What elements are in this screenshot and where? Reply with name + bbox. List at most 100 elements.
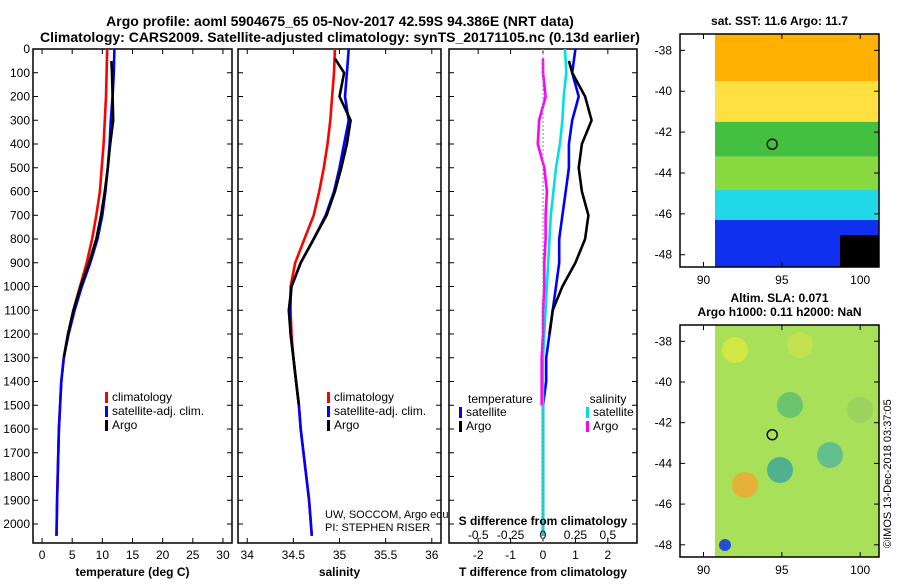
sla-anomaly-blob bbox=[767, 457, 793, 483]
x-axis-label: salinity bbox=[319, 565, 361, 579]
x-tick-label: 36 bbox=[425, 548, 439, 562]
depth-tick-label: 600 bbox=[10, 185, 30, 199]
temperature-panel: 0100200300400500600700800900100011001200… bbox=[3, 42, 233, 579]
depth-tick-label: 100 bbox=[10, 66, 30, 80]
legend-title-temperature: temperature bbox=[468, 392, 533, 406]
depth-tick-label: 900 bbox=[10, 256, 30, 270]
depth-tick-label: 1000 bbox=[3, 280, 30, 294]
map-lat-label: -48 bbox=[655, 248, 673, 262]
legend-label: satellite bbox=[466, 405, 507, 419]
map-lon-label: 95 bbox=[775, 273, 789, 287]
x-tick-label: 20 bbox=[156, 548, 170, 562]
sst-band bbox=[715, 189, 879, 220]
x-tick-label: 5 bbox=[69, 548, 76, 562]
argo-position-marker bbox=[766, 428, 778, 441]
x-axis-label: temperature (deg C) bbox=[75, 565, 189, 579]
x-tick-label: 1 bbox=[572, 548, 579, 562]
legend-swatch bbox=[105, 420, 108, 431]
top-tick-label: 0.25 bbox=[564, 528, 588, 542]
legend-swatch bbox=[105, 406, 108, 417]
map-frame bbox=[679, 33, 880, 268]
sla-anomaly-blob bbox=[732, 472, 758, 498]
map-lon-label: 90 bbox=[697, 273, 711, 287]
map-lat-label: -42 bbox=[655, 125, 673, 139]
legend-label: climatology bbox=[112, 390, 172, 404]
x-tick-label: 0 bbox=[39, 548, 46, 562]
figure-title-line1: Argo profile: aoml 5904675_65 05-Nov-201… bbox=[106, 13, 574, 29]
x-tick-label: 34 bbox=[241, 548, 255, 562]
sst-map-title: sat. SST: 11.6 Argo: 11.7 bbox=[711, 14, 848, 28]
sst-band bbox=[715, 81, 879, 122]
legend-swatch bbox=[459, 421, 462, 432]
depth-tick-label: 700 bbox=[10, 208, 30, 222]
x-axis-label: T difference from climatology bbox=[459, 565, 627, 579]
depth-tick-label: 1400 bbox=[3, 375, 30, 389]
sla-anomaly-blob bbox=[777, 392, 803, 418]
sst-map-panel: sat. SST: 11.6 Argo: 11.7 -38 -40 -42 -44 -46… bbox=[655, 14, 880, 287]
sst-cold-patch bbox=[840, 235, 879, 267]
map-lon-label: 90 bbox=[697, 563, 711, 577]
sla-background bbox=[715, 325, 879, 557]
x-tick-label: 15 bbox=[126, 548, 140, 562]
depth-tick-label: 300 bbox=[10, 113, 30, 127]
sst-band bbox=[715, 34, 879, 82]
map-lat-label: -38 bbox=[655, 334, 673, 348]
sla-map-title-line2: Argo h1000: 0.11 h2000: NaN bbox=[697, 305, 861, 319]
series-line-t-argo bbox=[548, 60, 593, 335]
series-line-s-satellite bbox=[541, 48, 568, 536]
depth-tick-label: 2000 bbox=[3, 517, 30, 531]
legend-swatch bbox=[586, 421, 589, 432]
legend-swatch bbox=[327, 420, 330, 431]
sst-band bbox=[715, 121, 879, 157]
series-line-argo bbox=[62, 60, 115, 359]
sla-map-title-line1: Altim. SLA: 0.071 bbox=[730, 291, 828, 305]
x-tick-label: 34.5 bbox=[282, 548, 306, 562]
pi-annotation: PI: STEPHEN RISER bbox=[325, 522, 430, 534]
depth-tick-label: 1600 bbox=[3, 422, 30, 436]
legend-swatch bbox=[459, 407, 462, 418]
map-lat-label: -46 bbox=[655, 207, 673, 221]
legend-label: climatology bbox=[334, 390, 394, 404]
map-lat-label: -46 bbox=[655, 497, 673, 511]
x-tick-label: -1 bbox=[505, 548, 516, 562]
sla-anomaly-blob bbox=[719, 539, 731, 551]
x-tick-label: 2 bbox=[604, 548, 611, 562]
series-line-s-argo bbox=[536, 58, 549, 406]
depth-tick-label: 800 bbox=[10, 232, 30, 246]
map-lat-label: -38 bbox=[655, 43, 673, 57]
map-lat-label: -40 bbox=[655, 375, 673, 389]
legend-label: Argo bbox=[112, 418, 138, 432]
legend-label: Argo bbox=[334, 418, 360, 432]
sla-anomaly-blob bbox=[847, 397, 873, 423]
legend-swatch bbox=[586, 407, 589, 418]
sla-anomaly-blob bbox=[817, 442, 843, 468]
difference-panel: -2 -1 0 1 2 T difference from climatology -0.5… bbox=[448, 48, 638, 579]
map-lon-label: 95 bbox=[775, 563, 789, 577]
depth-tick-label: 1200 bbox=[3, 327, 30, 341]
depth-tick-label: 1700 bbox=[3, 446, 30, 460]
top-tick-label: 0.5 bbox=[599, 528, 616, 542]
x-tick-label: 10 bbox=[96, 548, 110, 562]
legend-title-salinity: salinity bbox=[590, 392, 627, 406]
x-tick-label: 30 bbox=[216, 548, 230, 562]
depth-tick-label: 1800 bbox=[3, 470, 30, 484]
sst-band bbox=[715, 156, 879, 190]
depth-tick-label: 1100 bbox=[4, 303, 30, 317]
pi-annotation: UW, SOCCOM, Argo equivalent bbox=[325, 509, 480, 521]
legend-label: satellite-adj. clim. bbox=[334, 404, 426, 418]
x-tick-label: 35 bbox=[333, 548, 347, 562]
depth-tick-label: 400 bbox=[10, 137, 30, 151]
map-lat-label: -48 bbox=[655, 538, 673, 552]
map-lon-label: 100 bbox=[850, 273, 870, 287]
map-lat-label: -42 bbox=[655, 416, 673, 430]
depth-tick-label: 500 bbox=[10, 161, 30, 175]
legend-swatch bbox=[105, 392, 108, 403]
plot-frame bbox=[237, 48, 442, 544]
depth-tick-label: 1300 bbox=[3, 351, 30, 365]
x-tick-label: 35.5 bbox=[374, 548, 398, 562]
legend-label: satellite-adj. clim. bbox=[112, 404, 204, 418]
footer-credit: ©IMOS 13-Dec-2018 03:37:05 bbox=[882, 399, 894, 548]
legend-label: Argo bbox=[466, 419, 492, 433]
